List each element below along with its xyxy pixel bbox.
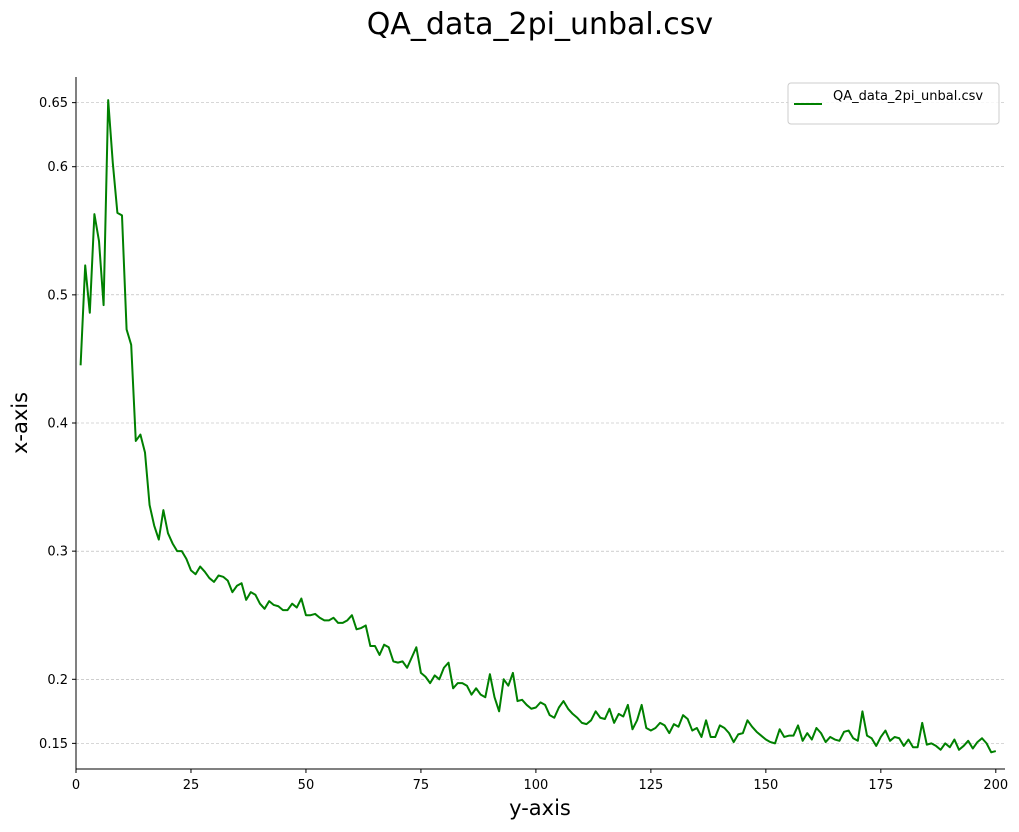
x-tick-label: 100 [523,778,548,793]
x-tick-label: 75 [413,778,430,793]
x-axis-label: y-axis [509,796,571,820]
x-tick-label: 175 [868,778,893,793]
x-tick-label: 150 [753,778,778,793]
legend: QA_data_2pi_unbal.csv [787,82,1000,125]
x-tick-label: 200 [983,778,1008,793]
y-tick-label: 0.5 [47,288,68,303]
legend-entry-label: QA_data_2pi_unbal.csv [833,89,983,104]
legend-box [787,82,1000,125]
y-tick-label: 0.15 [39,737,68,752]
x-tick-label: 125 [638,778,663,793]
y-tick-label: 0.3 [47,545,68,560]
y-tick-label: 0.4 [47,417,68,432]
y-tick-label: 0.65 [39,96,68,111]
y-tick-label: 0.2 [47,673,68,688]
x-tick-label: 50 [298,778,315,793]
y-tick-label: 0.6 [47,160,68,175]
x-axis-ticks: 0 25 50 75 100 125 150 175 200 [72,769,1008,793]
y-axis-label: x-axis [8,392,32,454]
x-tick-label: 0 [72,778,80,793]
y-axis-ticks: 0.15 0.2 0.3 0.4 0.5 0.6 0.65 [39,96,76,752]
series-line [79,99,997,754]
x-tick-label: 25 [183,778,200,793]
chart-title: QA_data_2pi_unbal.csv [367,7,713,42]
series-layer [79,99,997,754]
